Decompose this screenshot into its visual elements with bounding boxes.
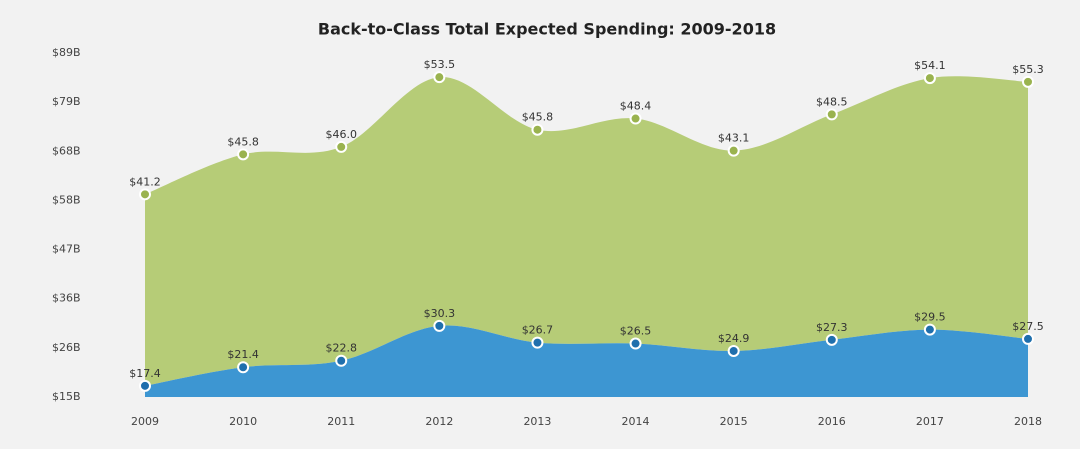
y-tick-label: $58B — [52, 193, 81, 206]
point — [629, 337, 642, 350]
y-tick-label: $47B — [52, 243, 81, 256]
value-label: $30.3 — [424, 307, 456, 320]
y-tick-label: $68B — [52, 144, 81, 157]
point — [237, 361, 250, 374]
point — [1022, 332, 1034, 345]
y-tick-label: $79B — [52, 95, 81, 108]
value-label: $48.5 — [816, 95, 848, 108]
x-tick-label: 2010 — [229, 415, 257, 428]
value-label: $41.2 — [129, 175, 161, 188]
chart-title: Back-to-Class Total Expected Spending: 2… — [318, 20, 776, 39]
value-label: $22.8 — [325, 342, 357, 355]
y-tick-label: $36B — [52, 292, 81, 305]
point — [139, 379, 151, 392]
x-tick-label: 2018 — [1014, 415, 1042, 428]
value-label: $27.5 — [1012, 320, 1044, 333]
point — [139, 188, 151, 201]
value-label: $21.4 — [227, 348, 259, 361]
point — [923, 323, 936, 336]
point — [531, 123, 544, 136]
point — [433, 71, 446, 84]
x-tick-label: 2017 — [916, 415, 944, 428]
y-tick-label: $26B — [52, 341, 81, 354]
value-label: $54.1 — [914, 59, 946, 72]
value-label: $55.3 — [1012, 63, 1044, 76]
value-label: $24.9 — [718, 332, 750, 345]
point — [433, 319, 446, 332]
point — [237, 148, 250, 161]
value-label: $17.4 — [129, 367, 161, 380]
point — [825, 333, 838, 346]
x-tick-label: 2009 — [131, 415, 159, 428]
x-tick-label: 2013 — [523, 415, 551, 428]
value-label: $26.7 — [522, 324, 554, 337]
value-label: $26.5 — [620, 325, 652, 338]
x-tick-label: 2014 — [622, 415, 650, 428]
value-label: $27.3 — [816, 321, 848, 334]
point — [825, 108, 838, 121]
area — [145, 325, 1028, 397]
point — [1022, 75, 1034, 88]
point — [531, 336, 544, 349]
value-label: $45.8 — [522, 111, 554, 124]
value-label: $53.5 — [424, 58, 456, 71]
value-label: $46.0 — [325, 128, 357, 141]
value-label: $48.4 — [620, 100, 652, 113]
x-tick-label: 2015 — [720, 415, 748, 428]
y-tick-label: $89B — [52, 46, 81, 59]
point — [629, 112, 642, 125]
point — [727, 144, 740, 157]
point — [923, 72, 936, 85]
x-tick-label: 2016 — [818, 415, 846, 428]
point — [335, 354, 348, 367]
x-tick-label: 2011 — [327, 415, 355, 428]
value-label: $43.1 — [718, 132, 750, 145]
value-label: $29.5 — [914, 311, 946, 324]
point — [727, 344, 740, 357]
area — [145, 76, 1028, 386]
value-label: $45.8 — [227, 135, 259, 148]
y-tick-label: $15B — [52, 390, 81, 403]
point — [335, 140, 348, 153]
x-tick-label: 2012 — [425, 415, 453, 428]
